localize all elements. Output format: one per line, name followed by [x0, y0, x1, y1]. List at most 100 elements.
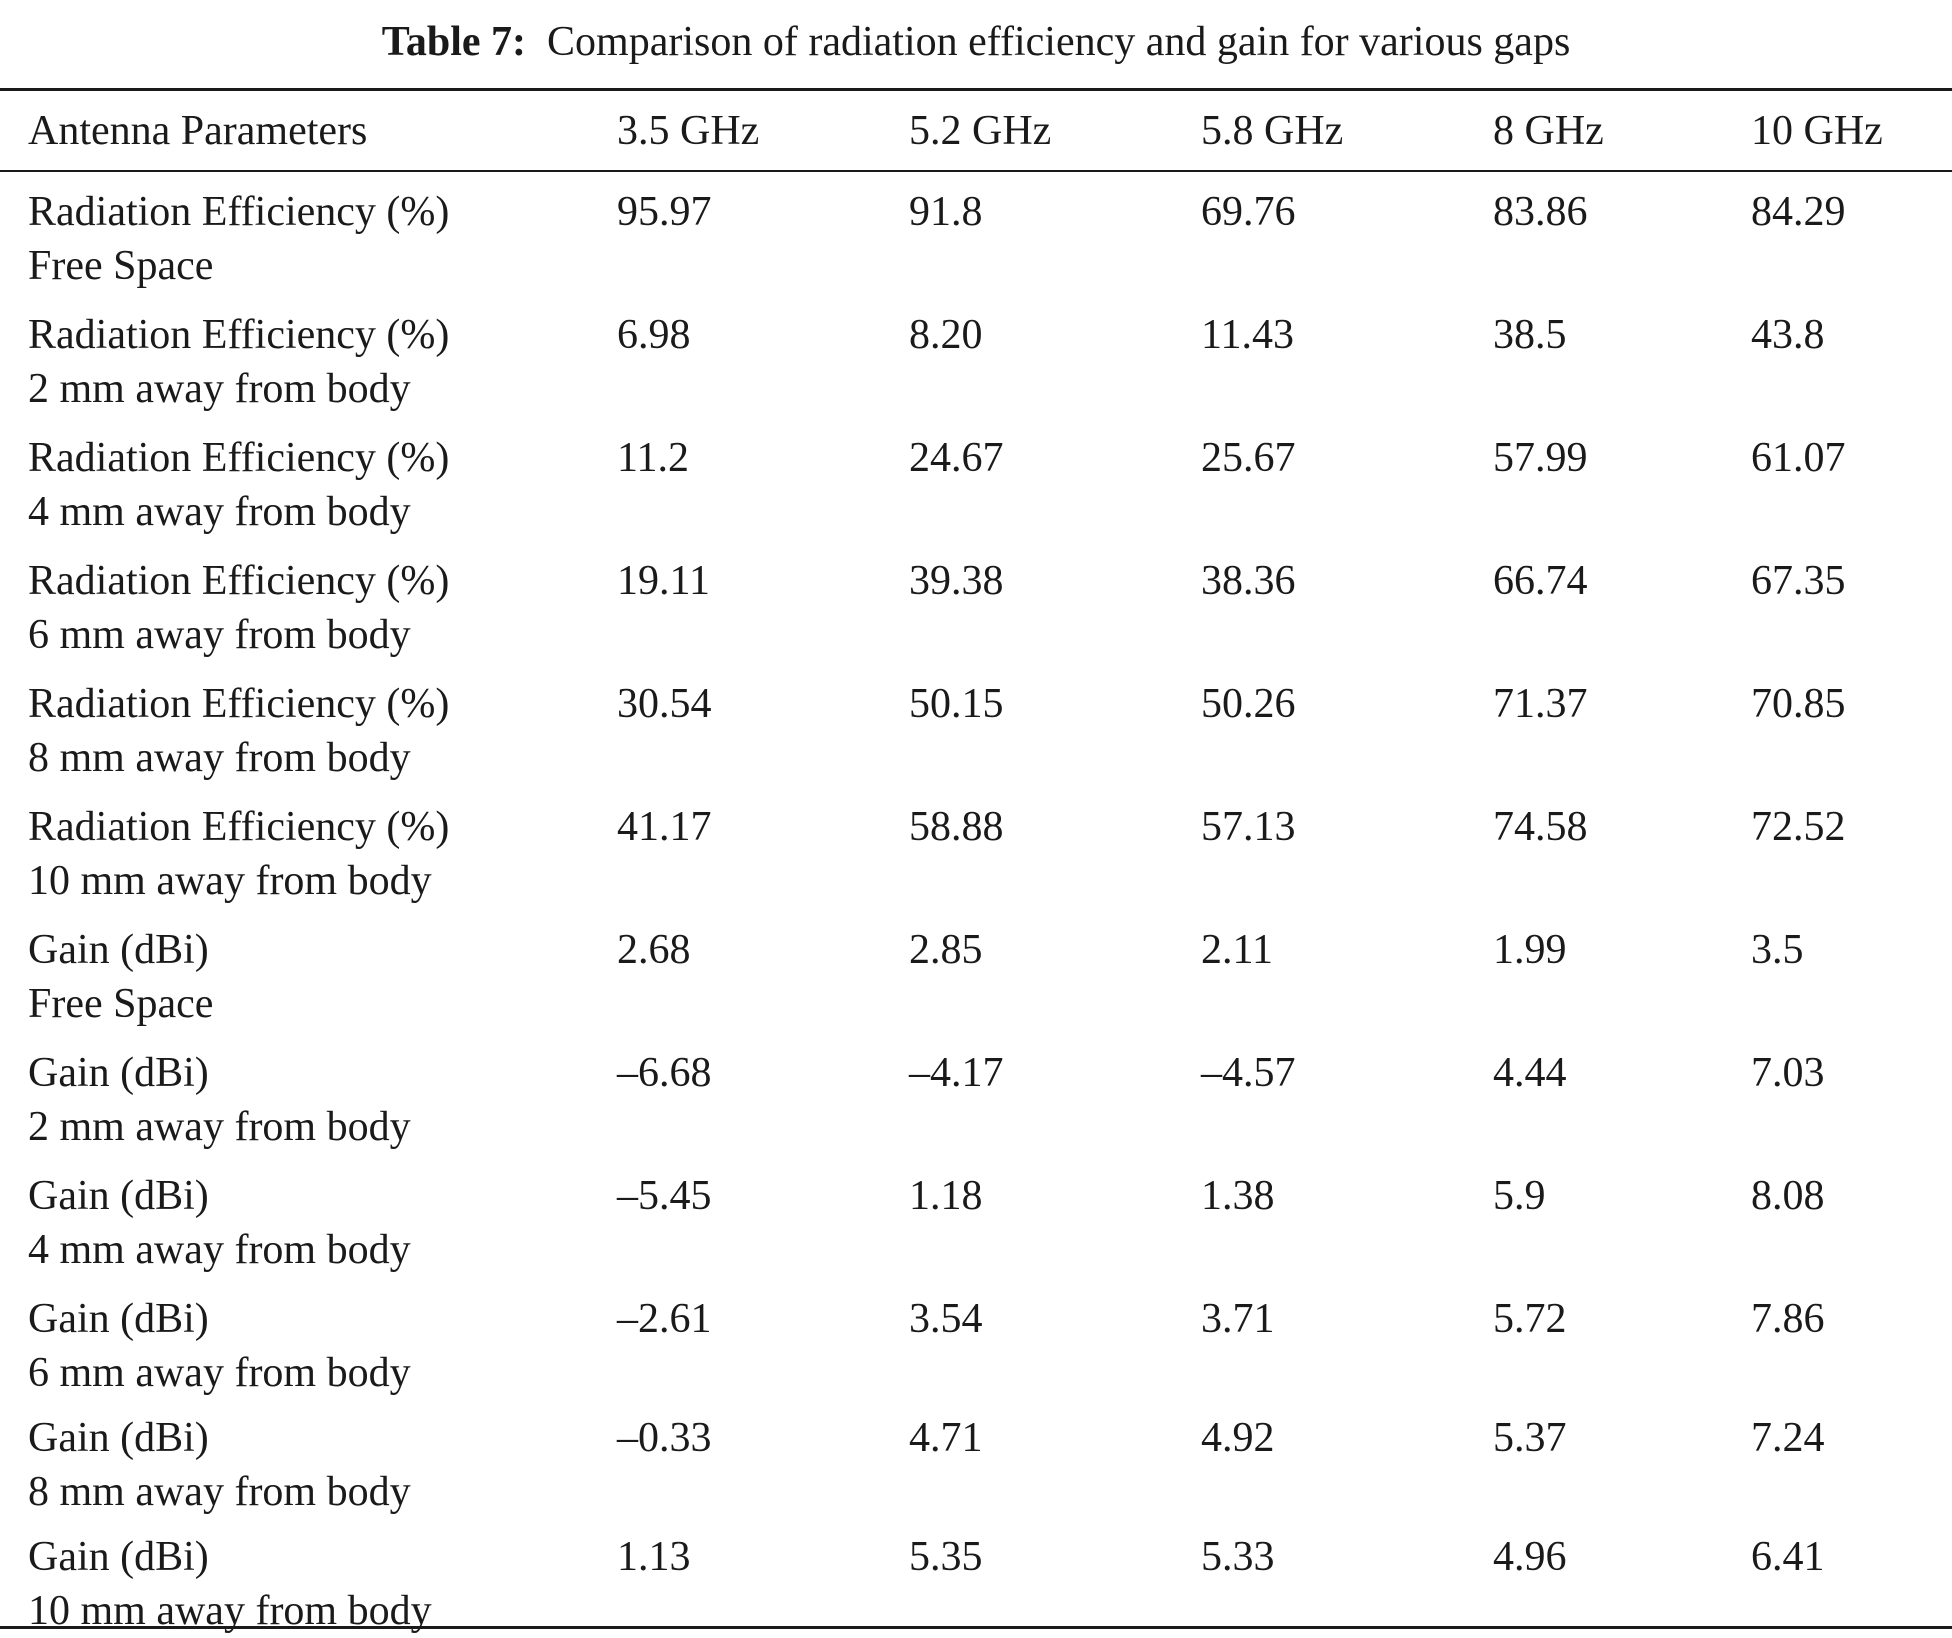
parameter-cell: Radiation Efficiency (%) 2 mm away from b… — [0, 293, 617, 416]
table-row: Gain (dBi) 6 mm away from body –2.61 3.54 3.… — [0, 1277, 1952, 1400]
parameter-condition: 8 mm away from body — [28, 735, 411, 781]
value-cell: 58.88 — [909, 804, 1004, 850]
value-cell: 67.35 — [1751, 558, 1846, 604]
value-cell: 24.67 — [909, 435, 1004, 481]
value-cell: 38.36 — [1201, 558, 1296, 604]
value-cell: 57.13 — [1201, 804, 1296, 850]
parameter-condition: 2 mm away from body — [28, 1104, 411, 1150]
table-row: Gain (dBi) 4 mm away from body –5.45 1.18 1.… — [0, 1154, 1952, 1277]
value-cell: 57.99 — [1493, 435, 1588, 481]
parameter-condition: 6 mm away from body — [28, 612, 411, 658]
table-caption-text: Comparison of radiation efficiency and g… — [547, 19, 1571, 65]
value-cell: 11.2 — [617, 435, 689, 481]
table-header-row: Antenna Parameters 3.5 GHz 5.2 GHz 5.8 G… — [0, 91, 1952, 170]
table-row: Radiation Efficiency (%) 4 mm away from b… — [0, 416, 1952, 539]
table-row: Radiation Efficiency (%) 8 mm away from b… — [0, 662, 1952, 785]
header-10-ghz: 10 GHz — [1751, 107, 1883, 154]
parameter-name: Gain (dBi) — [28, 1173, 209, 1219]
value-cell: 5.33 — [1201, 1534, 1275, 1580]
parameter-cell: Radiation Efficiency (%) Free Space — [0, 170, 617, 293]
value-cell: 1.38 — [1201, 1173, 1275, 1219]
comparison-table: Antenna Parameters 3.5 GHz 5.2 GHz 5.8 G… — [0, 91, 1952, 1638]
table-caption: Table 7: Comparison of radiation efficie… — [0, 14, 1952, 70]
table-row: Gain (dBi) 2 mm away from body –6.68 –4.17 –… — [0, 1031, 1952, 1154]
value-cell: 7.24 — [1751, 1415, 1825, 1461]
header-5-2-ghz: 5.2 GHz — [909, 107, 1052, 154]
value-cell: 6.41 — [1751, 1534, 1825, 1580]
table-row: Gain (dBi) 10 mm away from body 1.13 5.35 5.… — [0, 1519, 1952, 1638]
value-cell: 8.20 — [909, 312, 983, 358]
parameter-name: Radiation Efficiency (%) — [28, 558, 450, 604]
value-cell: 7.03 — [1751, 1050, 1825, 1096]
parameter-condition: 10 mm away from body — [28, 858, 432, 904]
parameter-condition: Free Space — [28, 981, 214, 1027]
value-cell: 7.86 — [1751, 1296, 1825, 1342]
value-cell: 4.44 — [1493, 1050, 1567, 1096]
parameter-name: Gain (dBi) — [28, 1050, 209, 1096]
table-body: Radiation Efficiency (%) Free Space 95.97 9… — [0, 170, 1952, 1638]
value-cell: 4.71 — [909, 1415, 983, 1461]
value-cell: 2.68 — [617, 927, 691, 973]
value-cell: –5.45 — [617, 1173, 712, 1219]
value-cell: 5.9 — [1493, 1173, 1546, 1219]
table-top-rule — [0, 88, 1952, 91]
value-cell: 50.26 — [1201, 681, 1296, 727]
parameter-name: Gain (dBi) — [28, 1534, 209, 1580]
parameter-name: Radiation Efficiency (%) — [28, 435, 450, 481]
value-cell: 38.5 — [1493, 312, 1567, 358]
parameter-name: Gain (dBi) — [28, 1296, 209, 1342]
table-row: Radiation Efficiency (%) Free Space 95.97 9… — [0, 170, 1952, 293]
parameter-condition: 10 mm away from body — [28, 1588, 432, 1634]
value-cell: 19.11 — [617, 558, 710, 604]
value-cell: 4.92 — [1201, 1415, 1275, 1461]
value-cell: 5.72 — [1493, 1296, 1567, 1342]
table-caption-label: Table 7: — [381, 19, 527, 65]
value-cell: 2.85 — [909, 927, 983, 973]
table-row: Radiation Efficiency (%) 2 mm away from b… — [0, 293, 1952, 416]
header-3-5-ghz: 3.5 GHz — [617, 107, 760, 154]
value-cell: 3.5 — [1751, 927, 1804, 973]
value-cell: –4.57 — [1201, 1050, 1296, 1096]
value-cell: 11.43 — [1201, 312, 1294, 358]
value-cell: 95.97 — [617, 189, 712, 235]
value-cell: 72.52 — [1751, 804, 1846, 850]
value-cell: 74.58 — [1493, 804, 1588, 850]
value-cell: 4.96 — [1493, 1534, 1567, 1580]
parameter-condition: 6 mm away from body — [28, 1350, 411, 1396]
value-cell: 25.67 — [1201, 435, 1296, 481]
value-cell: 61.07 — [1751, 435, 1846, 481]
parameter-cell: Gain (dBi) 8 mm away from body — [0, 1400, 617, 1519]
table-row: Radiation Efficiency (%) 10 mm away from … — [0, 785, 1952, 908]
parameter-cell: Gain (dBi) 2 mm away from body — [0, 1031, 617, 1154]
value-cell: 71.37 — [1493, 681, 1588, 727]
value-cell: 3.54 — [909, 1296, 983, 1342]
parameter-cell: Gain (dBi) 6 mm away from body — [0, 1277, 617, 1400]
header-8-ghz: 8 GHz — [1493, 107, 1604, 154]
parameter-name: Radiation Efficiency (%) — [28, 189, 450, 235]
parameter-cell: Gain (dBi) Free Space — [0, 908, 617, 1031]
value-cell: –0.33 — [617, 1415, 712, 1461]
parameter-name: Gain (dBi) — [28, 927, 209, 973]
parameter-name: Radiation Efficiency (%) — [28, 804, 450, 850]
value-cell: 2.11 — [1201, 927, 1273, 973]
parameter-cell: Radiation Efficiency (%) 8 mm away from b… — [0, 662, 617, 785]
value-cell: 8.08 — [1751, 1173, 1825, 1219]
parameter-cell: Radiation Efficiency (%) 4 mm away from b… — [0, 416, 617, 539]
parameter-cell: Radiation Efficiency (%) 6 mm away from b… — [0, 539, 617, 662]
value-cell: –6.68 — [617, 1050, 712, 1096]
value-cell: 84.29 — [1751, 189, 1846, 235]
value-cell: 91.8 — [909, 189, 983, 235]
table-row: Radiation Efficiency (%) 6 mm away from b… — [0, 539, 1952, 662]
parameter-condition: Free Space — [28, 243, 214, 289]
value-cell: 41.17 — [617, 804, 712, 850]
value-cell: 70.85 — [1751, 681, 1846, 727]
parameter-cell: Gain (dBi) 10 mm away from body — [0, 1519, 617, 1638]
value-cell: 69.76 — [1201, 189, 1296, 235]
header-antenna-parameters: Antenna Parameters — [28, 107, 368, 154]
value-cell: 1.13 — [617, 1534, 691, 1580]
parameter-condition: 8 mm away from body — [28, 1469, 411, 1515]
value-cell: 83.86 — [1493, 189, 1588, 235]
parameter-condition: 4 mm away from body — [28, 489, 411, 535]
value-cell: 5.35 — [909, 1534, 983, 1580]
